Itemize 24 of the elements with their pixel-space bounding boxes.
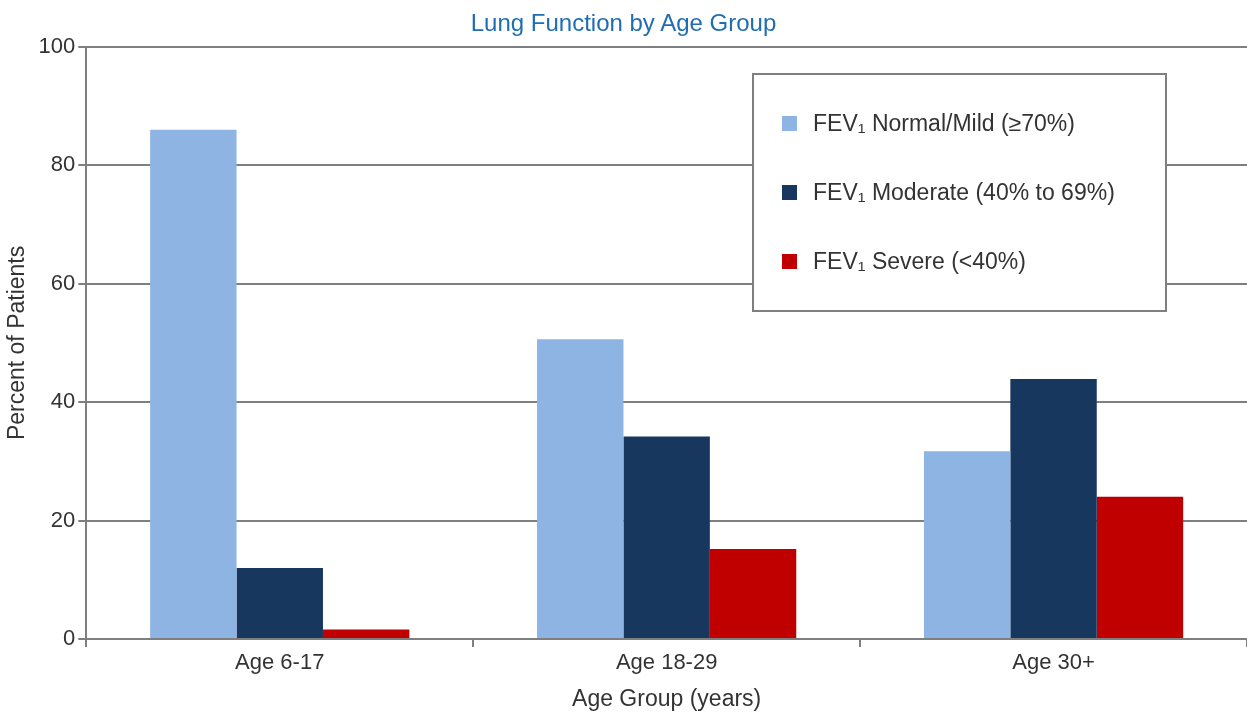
bar bbox=[150, 129, 237, 638]
bar bbox=[537, 339, 624, 638]
y-tick-label: 0 bbox=[63, 625, 76, 651]
y-tick-label: 40 bbox=[50, 388, 76, 414]
bar bbox=[623, 436, 710, 638]
chart-title: Lung Function by Age Group bbox=[470, 9, 777, 37]
x-tick-label: Age 30+ bbox=[1012, 649, 1095, 675]
bar bbox=[923, 451, 1011, 638]
bar bbox=[322, 629, 410, 638]
x-tick-label: Age 18-29 bbox=[615, 649, 718, 675]
bar bbox=[1096, 496, 1184, 638]
bar bbox=[709, 548, 797, 638]
y-tick-label: 60 bbox=[50, 269, 76, 295]
legend-label: FEV₁ Severe (<40%) bbox=[813, 247, 1026, 275]
y-axis-title: Percent of Patients bbox=[3, 245, 30, 441]
x-tick-label: Age 6-17 bbox=[235, 649, 325, 675]
y-tick-label: 20 bbox=[50, 506, 76, 532]
y-tick-label: 100 bbox=[38, 32, 76, 58]
legend-label: FEV₁ Normal/Mild (≥70%) bbox=[813, 109, 1075, 137]
bar bbox=[236, 567, 323, 638]
bar bbox=[1010, 379, 1097, 638]
y-tick-label: 80 bbox=[50, 151, 76, 177]
x-axis-title: Age Group (years) bbox=[572, 684, 762, 711]
legend-label: FEV₁ Moderate (40% to 69%) bbox=[813, 178, 1115, 206]
